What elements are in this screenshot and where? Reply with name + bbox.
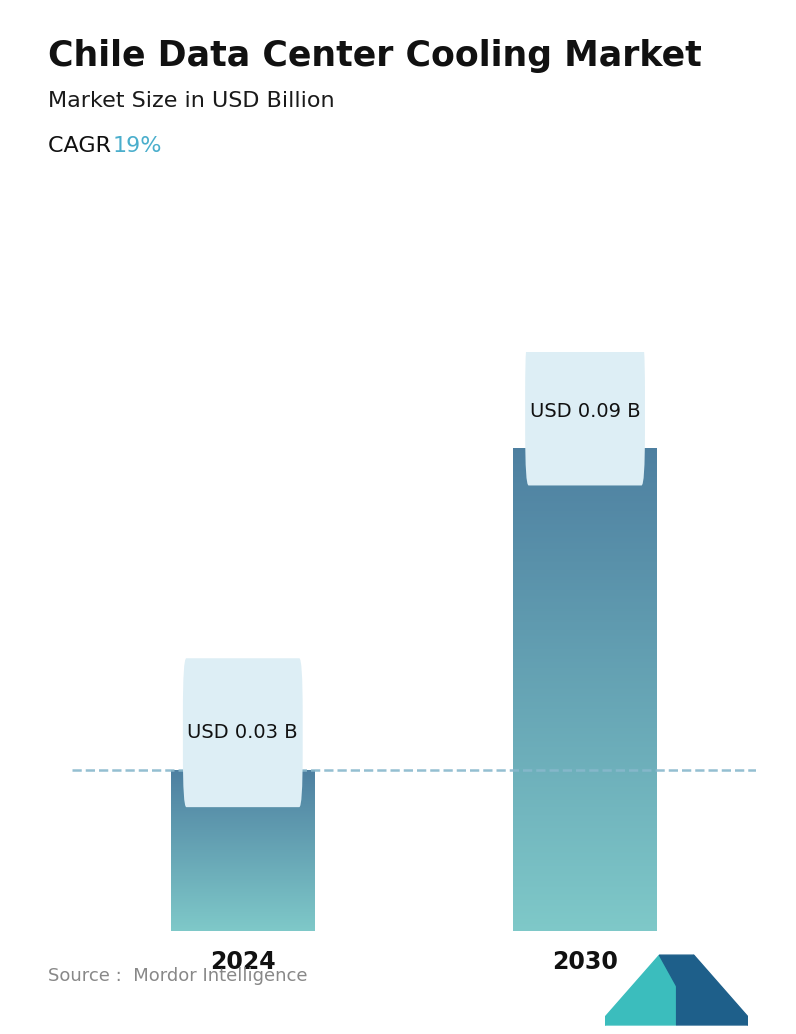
Text: 19%: 19%	[113, 136, 162, 156]
FancyBboxPatch shape	[525, 336, 645, 486]
Polygon shape	[233, 754, 252, 764]
Polygon shape	[576, 432, 595, 443]
Polygon shape	[677, 955, 748, 1025]
Text: USD 0.09 B: USD 0.09 B	[530, 401, 640, 421]
Text: Chile Data Center Cooling Market: Chile Data Center Cooling Market	[48, 39, 701, 73]
Text: USD 0.03 B: USD 0.03 B	[188, 723, 298, 742]
Polygon shape	[605, 955, 677, 1025]
Polygon shape	[659, 955, 694, 986]
Text: Market Size in USD Billion: Market Size in USD Billion	[48, 91, 334, 111]
Text: CAGR: CAGR	[48, 136, 125, 156]
Polygon shape	[605, 986, 677, 1025]
Text: Source :  Mordor Intelligence: Source : Mordor Intelligence	[48, 968, 307, 985]
FancyBboxPatch shape	[183, 659, 302, 808]
Polygon shape	[677, 986, 748, 1025]
